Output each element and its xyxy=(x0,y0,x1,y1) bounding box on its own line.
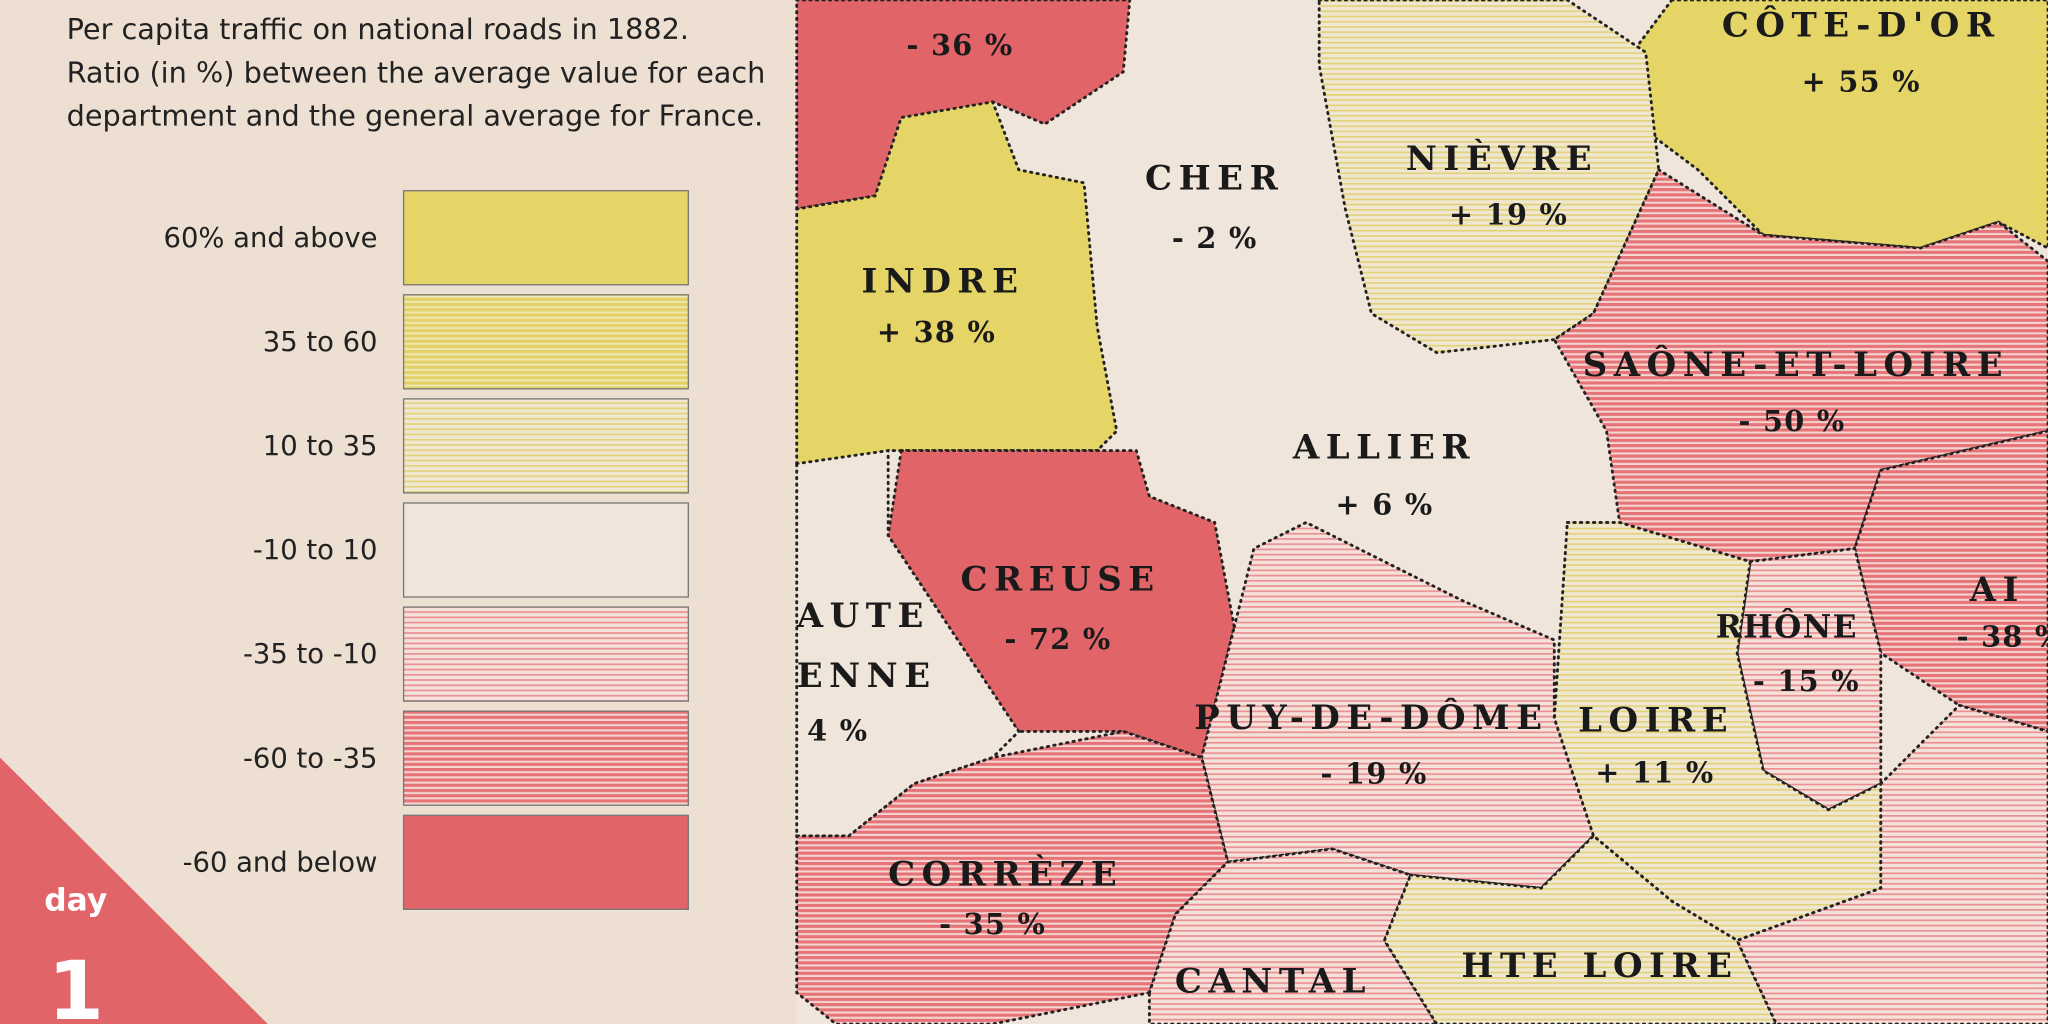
badge-triangle xyxy=(0,757,268,1024)
map-label: - 2 % xyxy=(1172,221,1258,255)
legend-label: -60 and below xyxy=(183,847,378,878)
map-label: - 19 % xyxy=(1321,757,1428,791)
map-label: CORRÈZE xyxy=(888,854,1123,895)
legend-label: 60% and above xyxy=(164,223,378,254)
legend-label: -60 to -35 xyxy=(243,743,377,774)
legend-swatch xyxy=(402,294,689,390)
map-label: PUY-DE-DÔME xyxy=(1194,697,1548,738)
title-line: Ratio (in %) between the average value f… xyxy=(67,55,766,89)
legend-label: 35 to 60 xyxy=(263,327,378,358)
map-label: NIÈVRE xyxy=(1406,138,1598,179)
map-label: - 35 % xyxy=(939,907,1046,941)
map-label: RHÔNE xyxy=(1716,607,1858,645)
map-label: ENNE xyxy=(797,656,937,696)
legend-swatch xyxy=(402,814,689,910)
map-label: LOIRE xyxy=(1578,700,1734,740)
map-label: + 19 % xyxy=(1449,198,1568,232)
map-label: - 50 % xyxy=(1738,404,1845,438)
legend-swatch xyxy=(402,606,689,702)
map-label: AUTE xyxy=(796,596,930,636)
map-label: - 72 % xyxy=(1004,622,1111,656)
map-label: + 11 % xyxy=(1595,755,1714,789)
title-line: department and the general average for F… xyxy=(67,98,764,132)
map-label: CANTAL xyxy=(1175,962,1372,1002)
badge-word: day xyxy=(44,882,107,918)
legend-swatch xyxy=(402,190,689,286)
map-label: CHER xyxy=(1145,158,1284,198)
map-label: + 55 % xyxy=(1802,64,1921,98)
legend-swatch xyxy=(402,710,689,806)
map-label: SAÔNE-ET-LOIRE xyxy=(1583,344,2009,385)
department xyxy=(1200,520,1596,890)
department xyxy=(1382,833,1778,1024)
title-line: Per capita traffic on national roads in … xyxy=(67,12,689,46)
legend-swatch xyxy=(402,398,689,494)
map-label: 4 % xyxy=(807,714,868,748)
legend-label: -35 to -10 xyxy=(243,639,377,670)
map-label: + 38 % xyxy=(877,315,996,349)
map-label: - 15 % xyxy=(1753,664,1860,698)
map-label: + 6 % xyxy=(1336,488,1434,522)
map-label: HTE LOIRE xyxy=(1461,946,1738,986)
map-label: AI xyxy=(1969,570,2025,610)
map-label: INDRE xyxy=(861,262,1024,302)
map-label: CREUSE xyxy=(960,559,1160,599)
map-label: - 38 % xyxy=(1957,620,2048,654)
map-label: CÔTE-D'OR xyxy=(1722,5,2001,46)
department xyxy=(1735,703,2048,1024)
legend-label: -10 to 10 xyxy=(253,535,378,566)
legend-swatch xyxy=(402,502,689,598)
legend-label: 10 to 35 xyxy=(263,431,378,462)
map-label: ALLIER xyxy=(1292,427,1476,467)
map-label: - 36 % xyxy=(906,28,1013,62)
badge-number: 1 xyxy=(48,945,104,1024)
